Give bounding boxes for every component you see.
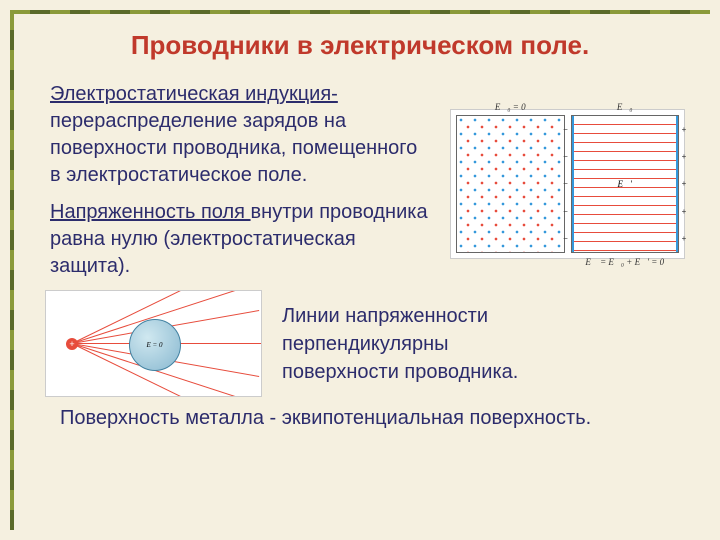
minus-icon: − [563,179,568,188]
section-sphere: + E = 0 Линии напряженности перпендикуля… [50,290,680,397]
diagram-two-panels: E⃗₀ = 0 E⃗₀ − − − − − + + + + + E⃗ [450,109,685,259]
term-field-strength: Напряженность поля [50,201,251,223]
term-induction: Электростатическая индукция- [50,83,338,105]
plus-icon: + [682,152,687,161]
plus-icon: + [682,125,687,134]
para1-body: перераспределение зарядов на поверхности… [50,110,417,159]
sphere-label: E = 0 [147,341,163,349]
minus-icon: − [563,207,568,216]
plus-icon: + [682,207,687,216]
minus-icon: − [563,234,568,243]
minus-signs: − − − − − [561,116,571,252]
positive-charge-icon: + [66,338,78,350]
top-border-decoration [10,10,710,14]
panel-with-field: E⃗₀ − − − − − + + + + + E⃗' E⃗ = E⃗₀ + E… [571,115,680,253]
minus-icon: − [563,125,568,134]
content-area: Электростатическая индукция- перераспред… [0,81,720,397]
para1-line3: в электростатическое поле. [50,164,307,186]
left-border-decoration [10,10,14,530]
lines-text-2: перпендикулярны [282,330,518,358]
plus-icon: + [682,179,687,188]
plus-icon: + [682,234,687,243]
bottom-formula: E⃗ = E⃗₀ + E⃗' = 0 [572,257,679,267]
lines-text-3: поверхности проводника. [282,358,518,386]
panel2-inner-label: E⃗' [618,179,632,189]
diagram-sphere: + E = 0 [45,290,262,397]
section-induction: Электростатическая индукция- перераспред… [50,81,680,280]
conductor-sphere: E = 0 [129,319,181,371]
paragraph-2: Напряженность поля внутри проводника рав… [50,199,430,280]
lines-perpendicular-text: Линии напряженности перпендикулярны пове… [282,302,518,386]
panel1-label: E⃗₀ = 0 [495,102,526,112]
footer-statement: Поверхность металла - эквипотенциальная … [0,397,720,431]
panel2-label: E⃗₀ [617,102,633,112]
panel-no-field: E⃗₀ = 0 [456,115,565,253]
plus-signs: + + + + + [679,116,689,252]
minus-icon: − [563,152,568,161]
paragraph-1: Электростатическая индукция- перераспред… [50,81,430,189]
lines-text-1: Линии напряженности [282,302,518,330]
